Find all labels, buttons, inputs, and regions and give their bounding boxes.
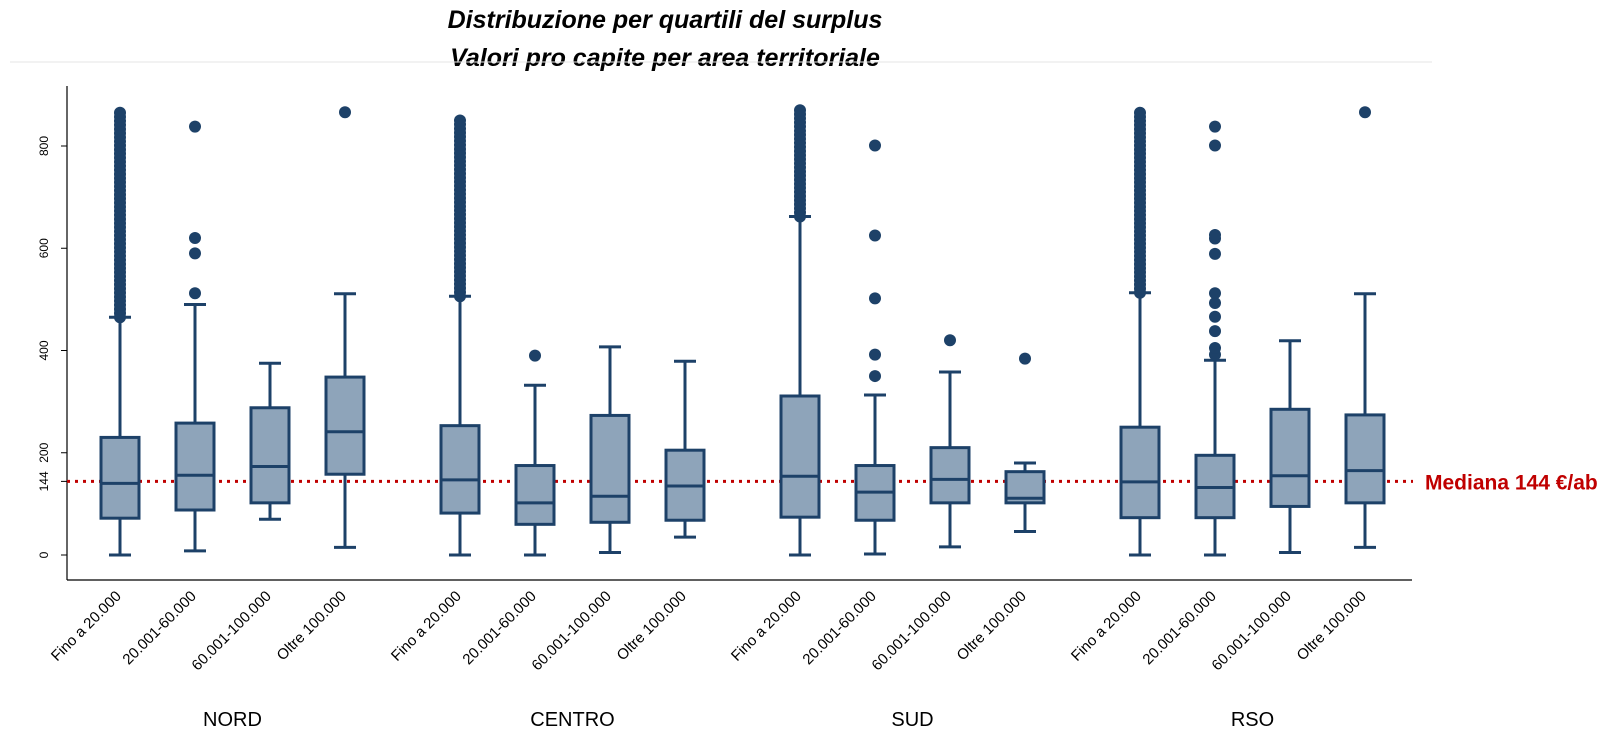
box-iqr <box>929 446 971 505</box>
box-iqr <box>514 464 556 526</box>
category-label: Oltre 100.000 <box>1294 588 1370 664</box>
box-iqr <box>1269 407 1311 508</box>
outlier-point <box>1209 228 1221 241</box>
category-label: 60.001-100.000 <box>188 588 274 674</box>
outlier-point <box>189 287 201 300</box>
outlier-point <box>114 106 126 119</box>
category-label: Fino a 20.000 <box>1068 588 1145 665</box>
outlier-point <box>1359 106 1371 119</box>
box-iqr <box>779 394 821 519</box>
outlier-point <box>869 292 881 305</box>
outlier-point <box>869 348 881 361</box>
category-label: 60.001-100.000 <box>528 588 614 674</box>
y-tick-label: 800 <box>37 136 51 156</box>
box-iqr <box>174 421 216 512</box>
box-iqr <box>1344 413 1386 505</box>
outlier-point <box>1019 352 1031 365</box>
group-label: CENTRO <box>530 709 614 731</box>
outlier-point <box>529 349 541 362</box>
y-tick-label: 200 <box>37 442 51 462</box>
category-label: 20.001-60.000 <box>459 588 539 668</box>
outlier-point <box>944 334 956 347</box>
box-iqr <box>249 406 291 505</box>
y-tick-label: 600 <box>37 238 51 258</box>
y-tick-label: 400 <box>37 340 51 360</box>
category-label: 60.001-100.000 <box>1208 588 1294 674</box>
outlier-point <box>1209 296 1221 309</box>
box-iqr <box>1119 425 1161 520</box>
outlier-point <box>339 106 351 119</box>
outlier-point <box>1209 139 1221 152</box>
outlier-point <box>189 232 201 245</box>
outlier-point <box>869 229 881 242</box>
box-iqr <box>324 375 366 476</box>
outlier-point <box>1209 325 1221 338</box>
box-iqr <box>589 413 631 524</box>
group-label: SUD <box>891 709 933 731</box>
y-tick-label: 144 <box>37 471 51 491</box>
category-label: 60.001-100.000 <box>868 588 954 674</box>
group-label: RSO <box>1231 709 1274 731</box>
outlier-point <box>189 120 201 133</box>
median-reference-label: Mediana 144 €/ab <box>1425 471 1598 494</box>
category-label: Fino a 20.000 <box>48 588 125 665</box>
category-label: 20.001-60.000 <box>119 588 199 668</box>
category-label: Fino a 20.000 <box>728 588 805 665</box>
box-iqr <box>99 435 141 520</box>
outlier-point <box>189 247 201 260</box>
outlier-point <box>869 370 881 383</box>
outlier-point <box>1209 247 1221 260</box>
category-label: Oltre 100.000 <box>274 588 350 664</box>
chart-title: Distribuzione per quartili del surplus <box>447 6 883 34</box>
outlier-point <box>1134 106 1146 119</box>
box-iqr <box>439 424 481 515</box>
outlier-point <box>794 104 806 117</box>
outlier-point <box>454 114 466 127</box>
outlier-point <box>1209 287 1221 300</box>
outlier-point <box>869 139 881 152</box>
category-label: 20.001-60.000 <box>799 588 879 668</box>
group-label: NORD <box>203 709 262 731</box>
category-label: Fino a 20.000 <box>388 588 465 665</box>
outlier-point <box>1209 120 1221 133</box>
chart-subtitle: Valori pro capite per area territoriale <box>450 44 880 72</box>
outlier-point <box>1209 310 1221 323</box>
category-label: Oltre 100.000 <box>614 588 690 664</box>
category-label: Oltre 100.000 <box>954 588 1030 664</box>
outlier-point <box>1209 341 1221 354</box>
y-tick-label: 0 <box>37 551 51 558</box>
category-label: 20.001-60.000 <box>1139 588 1219 668</box>
